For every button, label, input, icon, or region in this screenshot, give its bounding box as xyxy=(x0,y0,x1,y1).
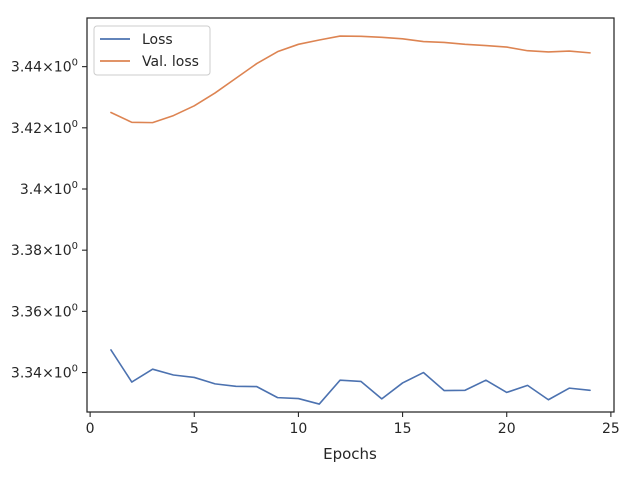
x-tick-label: 25 xyxy=(602,421,620,437)
y-tick-label: 3.36×100 xyxy=(11,302,78,320)
x-tick-label: 20 xyxy=(498,421,516,437)
y-tick-label: 3.42×100 xyxy=(11,119,78,137)
x-tick-label: 10 xyxy=(290,421,308,437)
x-axis-ticks: 0 5 10 15 20 25 xyxy=(86,412,620,437)
series-layer xyxy=(110,35,591,405)
y-tick-label: 3.4×100 xyxy=(20,180,78,198)
y-tick-label: 3.34×100 xyxy=(11,364,78,382)
plot-frame xyxy=(86,17,615,413)
legend-label-val-loss: Val. loss xyxy=(142,54,199,70)
y-tick-label: 3.38×100 xyxy=(11,241,78,259)
x-tick-label: 5 xyxy=(190,421,199,437)
x-tick-label: 15 xyxy=(394,421,412,437)
series-line-val-loss xyxy=(110,35,591,124)
x-axis-title: Epochs xyxy=(323,445,377,463)
y-tick-label: 3.44×100 xyxy=(11,58,78,76)
series-line-loss xyxy=(110,349,591,405)
x-tick-label: 0 xyxy=(86,421,95,437)
legend: Loss Val. loss xyxy=(93,25,211,76)
legend-label-loss: Loss xyxy=(142,32,173,48)
y-axis-ticks: 3.34×100 3.36×100 3.38×100 3.4×100 3.42×100 3… xyxy=(11,58,87,382)
